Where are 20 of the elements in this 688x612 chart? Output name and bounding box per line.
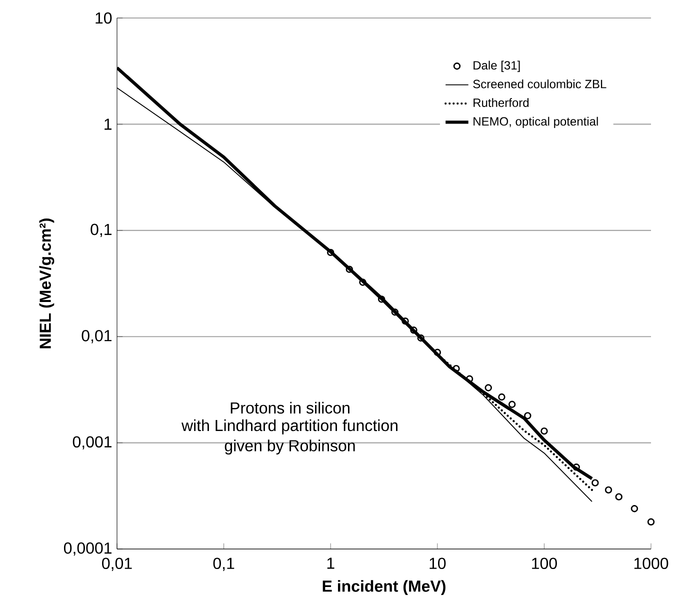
annotation: given by Robinson <box>224 440 355 455</box>
annotation: with Lindhard partition function <box>181 419 398 434</box>
legend-label: Rutherford <box>474 98 529 107</box>
x-tick-label: 0,1 <box>213 558 234 571</box>
x-axis-title: E incident (MeV) <box>322 580 446 596</box>
legend-label: Screened coulombic ZBL <box>473 79 606 88</box>
y-tick-label: 0,001 <box>72 436 112 450</box>
y-tick-label: 0,1 <box>90 224 112 238</box>
y-tick-label: 0,01 <box>82 330 112 344</box>
x-tick-label: 10 <box>430 558 446 570</box>
y-tick-label: 10 <box>96 12 112 24</box>
legend-label: NEMO, optical potential <box>474 116 598 128</box>
legend-label: Dale [31] <box>474 60 520 72</box>
y-axis-title: NIEL (MeV/g.cm²) <box>39 218 54 348</box>
annotation: Protons in silicon <box>230 402 350 414</box>
y-tick-label: 0,0001 <box>64 542 112 556</box>
x-tick-label: 1000 <box>634 558 668 570</box>
y-tick-label: 1 <box>104 118 112 130</box>
x-tick-label: 100 <box>532 558 557 570</box>
x-tick-label: 1 <box>327 558 334 569</box>
